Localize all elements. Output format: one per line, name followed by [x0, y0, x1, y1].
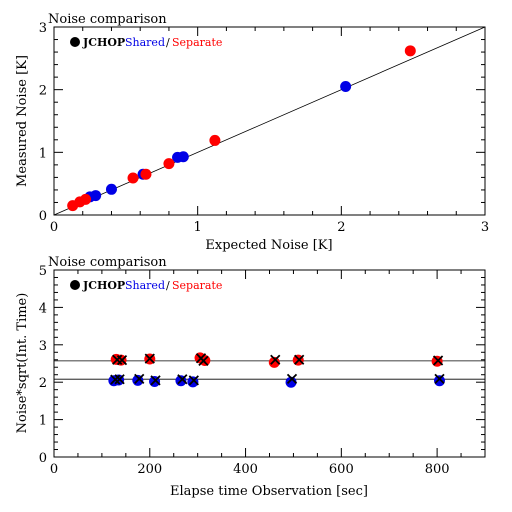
jchop-cross-stroke — [150, 375, 161, 386]
y-tick-label: 3 — [39, 339, 47, 354]
marks-layer — [53, 26, 486, 216]
x-tick-label: 1 — [194, 220, 202, 235]
jchop-cross-stroke — [434, 373, 445, 384]
jchop-cross-stroke — [432, 355, 444, 366]
y-axis-label: Measured Noise [K] — [15, 55, 30, 187]
legend: JCHOP Shared / Separate — [70, 36, 222, 49]
chart-title: Noise comparison — [48, 12, 167, 27]
jchop-cross-stroke — [144, 353, 155, 364]
legend-jchop-label: JCHOP — [82, 279, 125, 292]
x-tick-label: 400 — [233, 462, 258, 477]
separate-point — [268, 356, 280, 368]
jchop-point — [110, 374, 121, 385]
jchop-cross-stroke — [294, 354, 305, 365]
jchop-point — [150, 375, 161, 386]
jchop-point — [116, 354, 128, 366]
jchop-point — [286, 373, 298, 384]
x-tick-label: 200 — [137, 462, 162, 477]
legend-marker — [70, 37, 80, 47]
legend: JCHOP Shared / Separate — [70, 279, 222, 292]
y-tick-label: 1 — [39, 146, 47, 161]
separate-point — [209, 134, 221, 146]
jchop-point — [198, 355, 209, 367]
legend-separate-label: Separate — [172, 279, 222, 292]
jchop-cross-stroke — [198, 355, 209, 367]
y-tick-label: 4 — [39, 301, 47, 316]
y-tick-label: 0 — [39, 209, 47, 224]
legend-shared-label: Shared — [125, 36, 165, 49]
separate-point — [140, 168, 152, 180]
marks-layer — [54, 352, 485, 388]
x-axis-label: Elapse time Observation [sec] — [170, 484, 368, 499]
jchop-cross-stroke — [177, 374, 188, 385]
jchop-point — [188, 375, 199, 386]
x-tick-label: 0 — [50, 462, 58, 477]
legend-separate-label: Separate — [172, 36, 222, 49]
y-tick-label: 5 — [39, 264, 47, 279]
jchop-point — [134, 373, 145, 384]
jchop-point — [434, 373, 445, 384]
shared-point — [90, 190, 102, 202]
separate-point — [127, 172, 139, 184]
y-tick-label: 3 — [39, 21, 47, 36]
y-tick-label: 2 — [39, 84, 47, 99]
jchop-point — [432, 355, 444, 366]
legend-marker — [70, 280, 80, 290]
x-tick-label: 800 — [425, 462, 450, 477]
chart-title: Noise comparison — [48, 255, 167, 270]
shared-point — [434, 375, 446, 387]
shared-point — [177, 151, 189, 163]
y-tick-label: 1 — [39, 414, 47, 429]
jchop-cross-stroke — [116, 354, 128, 366]
x-tick-label: 2 — [337, 220, 345, 235]
panel-noise-vs-expected: 0 1 2 3 0 1 2 3 Noise comparison JCHOP Shared /… — [15, 12, 489, 253]
jchop-cross-stroke — [188, 375, 199, 386]
legend-shared-label: Shared — [125, 279, 165, 292]
x-tick-label: 600 — [329, 462, 354, 477]
legend-slash: / — [166, 36, 170, 49]
jchop-cross-stroke — [134, 373, 145, 384]
separate-point — [163, 158, 175, 170]
jchop-point — [294, 354, 305, 365]
axis-ticks: 0 1 2 3 0 1 2 3 — [39, 21, 489, 235]
jchop-cross-stroke — [270, 354, 281, 365]
jchop-point — [270, 354, 281, 365]
jchop-cross-stroke — [286, 373, 298, 384]
legend-slash: / — [166, 279, 170, 292]
jchop-point — [177, 374, 188, 385]
shared-point — [105, 183, 117, 195]
shared-point — [340, 81, 352, 93]
jchop-cross-stroke — [110, 374, 121, 385]
x-tick-label: 0 — [50, 220, 58, 235]
jchop-cross-stroke — [112, 354, 123, 365]
y-axis-label: Noise*sqrt(Int. Time) — [15, 293, 30, 434]
x-tick-label: 3 — [481, 220, 489, 235]
jchop-point — [114, 374, 125, 385]
separate-point — [80, 193, 92, 205]
axis-ticks: 0 200 400 600 800 0 1 2 3 4 5 — [39, 264, 486, 477]
panel-noise-vs-time: 0 200 400 600 800 0 1 2 3 4 5 Noise comparison JCH… — [15, 255, 486, 499]
separate-point — [404, 45, 416, 57]
legend-jchop-label: JCHOP — [82, 36, 125, 49]
y-tick-label: 2 — [39, 376, 47, 391]
plot-frame — [53, 26, 486, 216]
jchop-cross-stroke — [114, 374, 125, 385]
x-axis-label: Expected Noise [K] — [205, 238, 332, 253]
reference-line — [53, 26, 486, 216]
jchop-point — [144, 353, 155, 364]
y-tick-label: 0 — [39, 451, 47, 466]
